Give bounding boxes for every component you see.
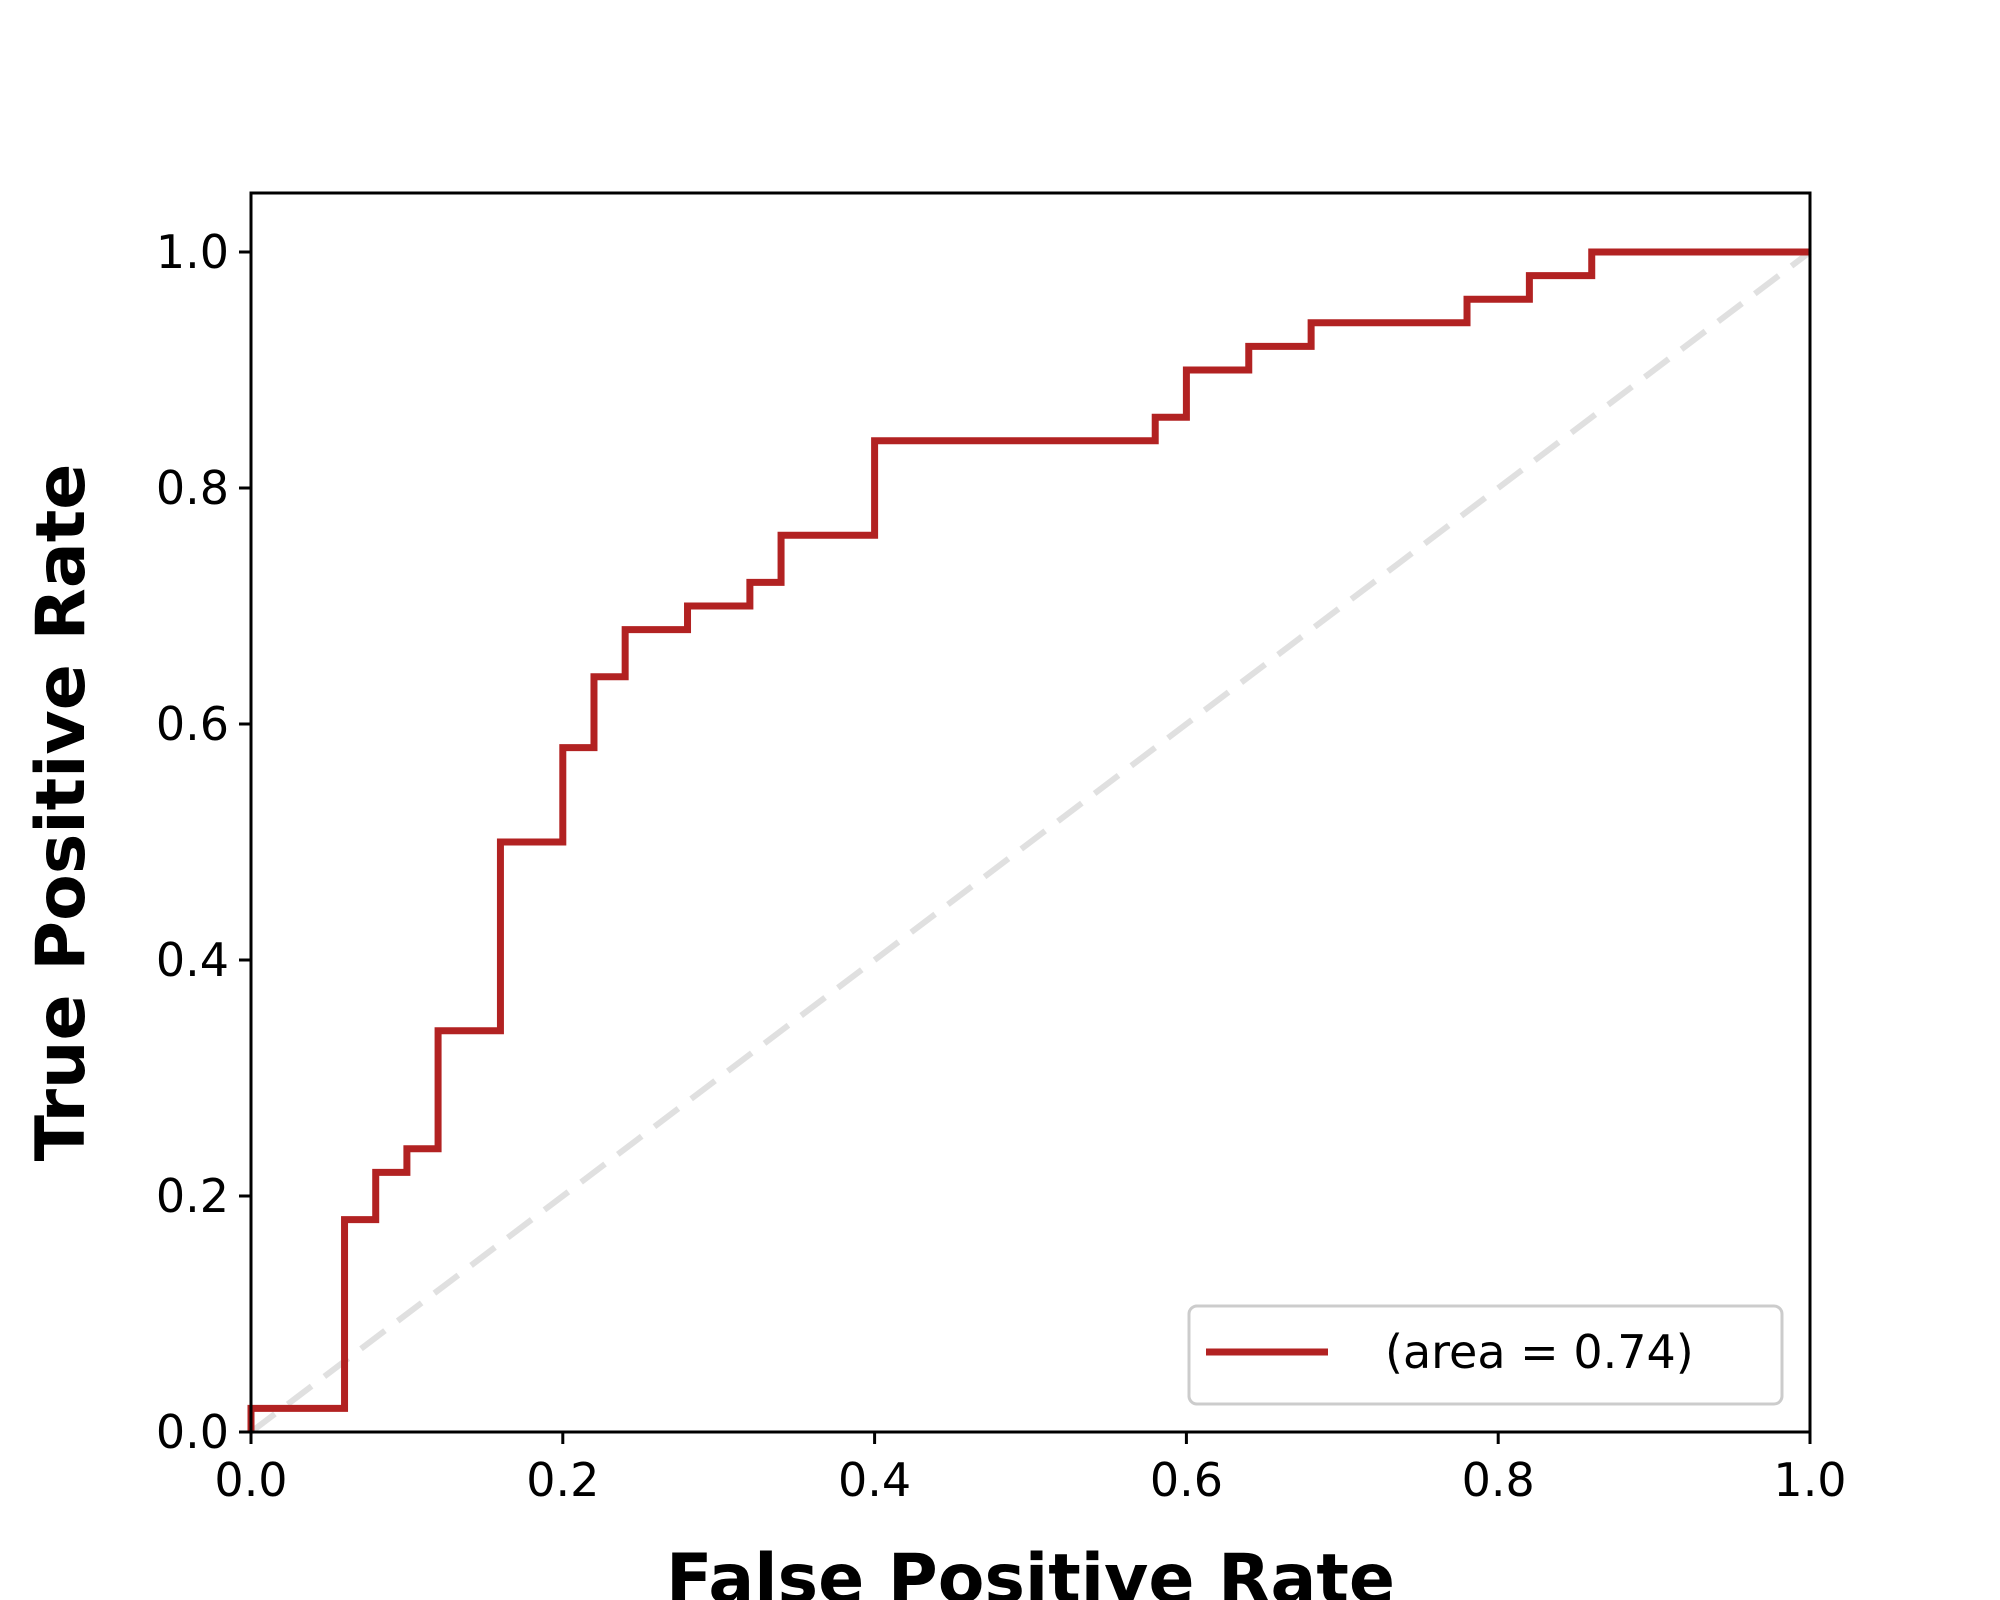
roc-curve-line bbox=[247, 248, 1810, 1432]
y-tick-label: 0.8 bbox=[156, 461, 229, 515]
legend-box bbox=[1187, 1304, 1784, 1406]
x-tick-label: 0.4 bbox=[838, 1453, 911, 1507]
y-axis-label: True Positive Rate bbox=[22, 464, 101, 1162]
x-tick-label: 0.8 bbox=[1462, 1453, 1535, 1507]
y-tick-label: 0.4 bbox=[156, 933, 229, 987]
y-tick-label: 0.0 bbox=[156, 1405, 229, 1459]
legend-label: (area = 0.74) bbox=[1385, 1325, 1694, 1379]
x-axis-label: False Positive Rate bbox=[666, 1540, 1395, 1600]
x-tick-label: 0.0 bbox=[214, 1453, 287, 1507]
plot-frame bbox=[249, 191, 1812, 1434]
legend: (area = 0.74) bbox=[1187, 1304, 1784, 1406]
x-tick-label: 0.6 bbox=[1150, 1453, 1223, 1507]
y-tick-label: 0.2 bbox=[156, 1169, 229, 1223]
y-tick-label: 1.0 bbox=[156, 225, 229, 279]
y-tick-label: 0.6 bbox=[156, 697, 229, 751]
reference-diagonal-line bbox=[249, 249, 1812, 1435]
x-tick-label: 1.0 bbox=[1773, 1453, 1846, 1507]
x-tick-label: 0.2 bbox=[526, 1453, 599, 1507]
